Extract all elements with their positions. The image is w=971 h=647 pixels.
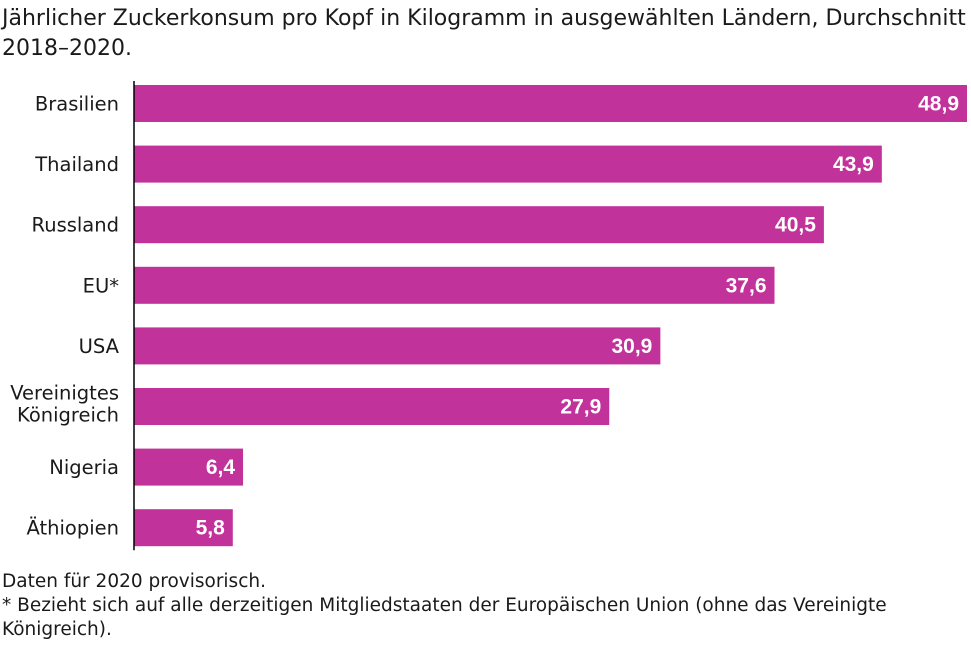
bar — [134, 509, 233, 547]
value-label: 6,4 — [206, 456, 236, 479]
bar — [134, 266, 775, 304]
bar — [134, 448, 244, 486]
category-label: Brasilien — [35, 93, 119, 116]
chart-title: Jährlicher Zuckerkonsum pro Kopf in Kilo… — [2, 6, 966, 61]
category-label: Vereinigtes Königreich — [10, 382, 119, 427]
category-label: EU* — [83, 274, 120, 297]
value-label: 40,5 — [775, 214, 816, 237]
category-label: Äthiopien — [26, 517, 119, 540]
bar — [134, 206, 824, 244]
category-label: Russland — [32, 214, 119, 237]
note-provisional: Daten für 2020 provisorisch. — [2, 571, 266, 592]
value-label: 27,9 — [560, 396, 601, 419]
bar — [134, 388, 610, 425]
value-label: 43,9 — [833, 153, 874, 176]
bar — [134, 85, 967, 122]
category-label: Nigeria — [49, 456, 119, 479]
category-label: USA — [79, 335, 120, 358]
value-label: 48,9 — [918, 93, 959, 116]
value-label: 30,9 — [611, 335, 652, 358]
bar — [134, 327, 661, 365]
chart-notes: Daten für 2020 provisorisch. * Bezieht s… — [2, 570, 967, 642]
bar — [134, 145, 882, 183]
category-label: Thailand — [34, 153, 119, 176]
note-eu-footnote: * Bezieht sich auf alle derzeitigen Mitg… — [2, 595, 887, 640]
value-label: 37,6 — [726, 274, 767, 297]
value-label: 5,8 — [196, 517, 226, 540]
